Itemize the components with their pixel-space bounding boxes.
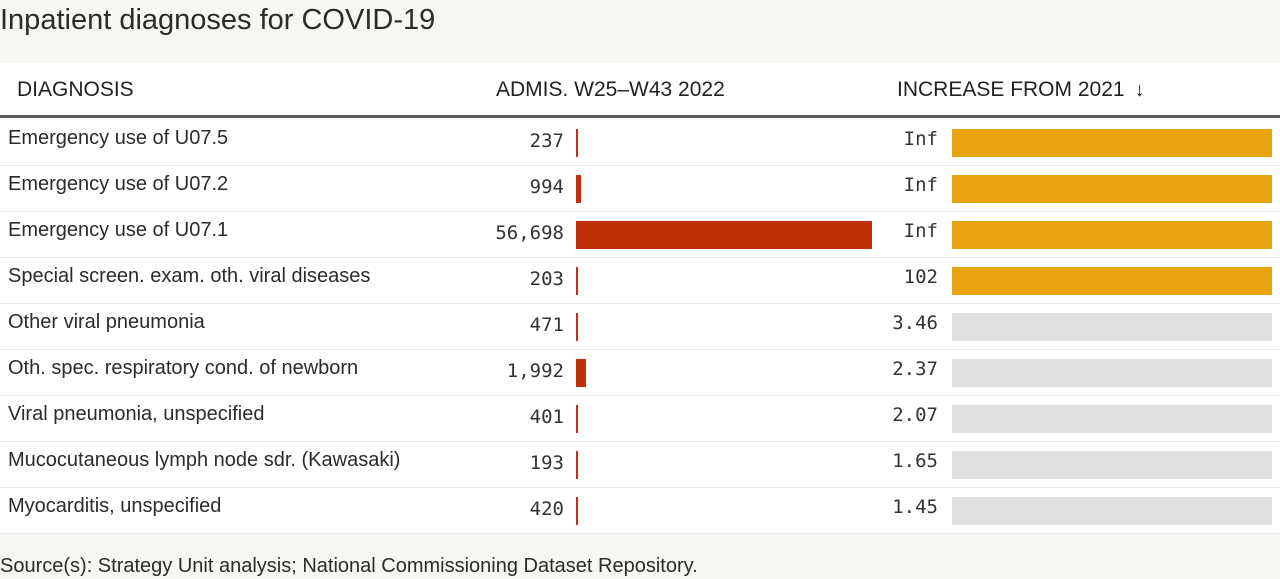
admissions-value: 420 bbox=[529, 498, 564, 520]
increase-value: 3.46 bbox=[892, 312, 938, 334]
increase-value: 1.65 bbox=[892, 450, 938, 472]
increase-value: 2.37 bbox=[892, 358, 938, 380]
table-row[interactable]: Emergency use of U07.1 56,698 Inf bbox=[0, 212, 1280, 258]
diagnosis-cell: Mucocutaneous lymph node sdr. (Kawasaki) bbox=[8, 449, 401, 471]
increase-bar bbox=[952, 497, 1272, 525]
diagnosis-cell: Viral pneumonia, unspecified bbox=[8, 403, 265, 425]
admissions-value: 471 bbox=[529, 314, 564, 336]
admissions-value: 193 bbox=[529, 452, 564, 474]
diagnosis-cell: Emergency use of U07.1 bbox=[8, 219, 229, 241]
table-row[interactable]: Oth. spec. respiratory cond. of newborn 1… bbox=[0, 350, 1280, 396]
admissions-bar bbox=[576, 451, 578, 479]
chart-title: Inpatient diagnoses for COVID-19 bbox=[0, 4, 436, 36]
increase-bar bbox=[952, 313, 1272, 341]
increase-value: Inf bbox=[903, 220, 938, 242]
increase-value: Inf bbox=[903, 174, 938, 196]
increase-column-header[interactable]: INCREASE FROM 2021 ↓ bbox=[897, 77, 1145, 103]
increase-value: 1.45 bbox=[892, 496, 938, 518]
admissions-bar bbox=[576, 313, 578, 341]
admissions-value: 56,698 bbox=[495, 222, 564, 244]
increase-bar bbox=[952, 451, 1272, 479]
table-body: Emergency use of U07.5 237 Inf Emergency us… bbox=[0, 120, 1280, 534]
admissions-value: 1,992 bbox=[506, 360, 564, 382]
diagnoses-table: DIAGNOSIS ADMIS. W25–W43 2022 INCREASE F… bbox=[0, 63, 1280, 534]
diagnosis-cell: Other viral pneumonia bbox=[8, 311, 205, 333]
table-header: DIAGNOSIS ADMIS. W25–W43 2022 INCREASE F… bbox=[0, 63, 1280, 118]
diagnosis-cell: Emergency use of U07.2 bbox=[8, 173, 229, 195]
increase-value: 2.07 bbox=[892, 404, 938, 426]
admissions-value: 994 bbox=[529, 176, 564, 198]
increase-column-header-label: INCREASE FROM 2021 bbox=[897, 78, 1125, 101]
table-row[interactable]: Emergency use of U07.5 237 Inf bbox=[0, 120, 1280, 166]
table-row[interactable]: Other viral pneumonia 471 3.46 bbox=[0, 304, 1280, 350]
admissions-bar bbox=[576, 359, 586, 387]
admissions-bar bbox=[576, 405, 578, 433]
table-row[interactable]: Special screen. exam. oth. viral disease… bbox=[0, 258, 1280, 304]
increase-bar bbox=[952, 359, 1272, 387]
admissions-value: 203 bbox=[529, 268, 564, 290]
admissions-bar bbox=[576, 221, 872, 249]
admissions-value: 237 bbox=[529, 130, 564, 152]
admissions-bar bbox=[576, 267, 578, 295]
increase-bar bbox=[952, 267, 1272, 295]
table-row[interactable]: Mucocutaneous lymph node sdr. (Kawasaki)… bbox=[0, 442, 1280, 488]
diagnosis-cell: Special screen. exam. oth. viral disease… bbox=[8, 265, 371, 287]
source-note: Source(s): Strategy Unit analysis; Natio… bbox=[0, 555, 698, 577]
increase-value: Inf bbox=[903, 128, 938, 150]
table-row[interactable]: Emergency use of U07.2 994 Inf bbox=[0, 166, 1280, 212]
increase-bar bbox=[952, 175, 1272, 203]
table-row[interactable]: Myocarditis, unspecified 420 1.45 bbox=[0, 488, 1280, 534]
diagnosis-cell: Oth. spec. respiratory cond. of newborn bbox=[8, 357, 359, 379]
admissions-bar bbox=[576, 497, 578, 525]
admissions-bar bbox=[576, 175, 581, 203]
increase-bar bbox=[952, 221, 1272, 249]
increase-bar bbox=[952, 405, 1272, 433]
increase-value: 102 bbox=[903, 266, 938, 288]
diagnosis-column-header[interactable]: DIAGNOSIS bbox=[17, 78, 134, 101]
admissions-column-header[interactable]: ADMIS. W25–W43 2022 bbox=[496, 78, 725, 101]
table-row[interactable]: Viral pneumonia, unspecified 401 2.07 bbox=[0, 396, 1280, 442]
admissions-bar bbox=[576, 129, 578, 157]
diagnosis-cell: Emergency use of U07.5 bbox=[8, 127, 229, 149]
increase-bar bbox=[952, 129, 1272, 157]
diagnosis-cell: Myocarditis, unspecified bbox=[8, 495, 222, 517]
admissions-value: 401 bbox=[529, 406, 564, 428]
sort-descending-icon[interactable]: ↓ bbox=[1134, 79, 1145, 101]
